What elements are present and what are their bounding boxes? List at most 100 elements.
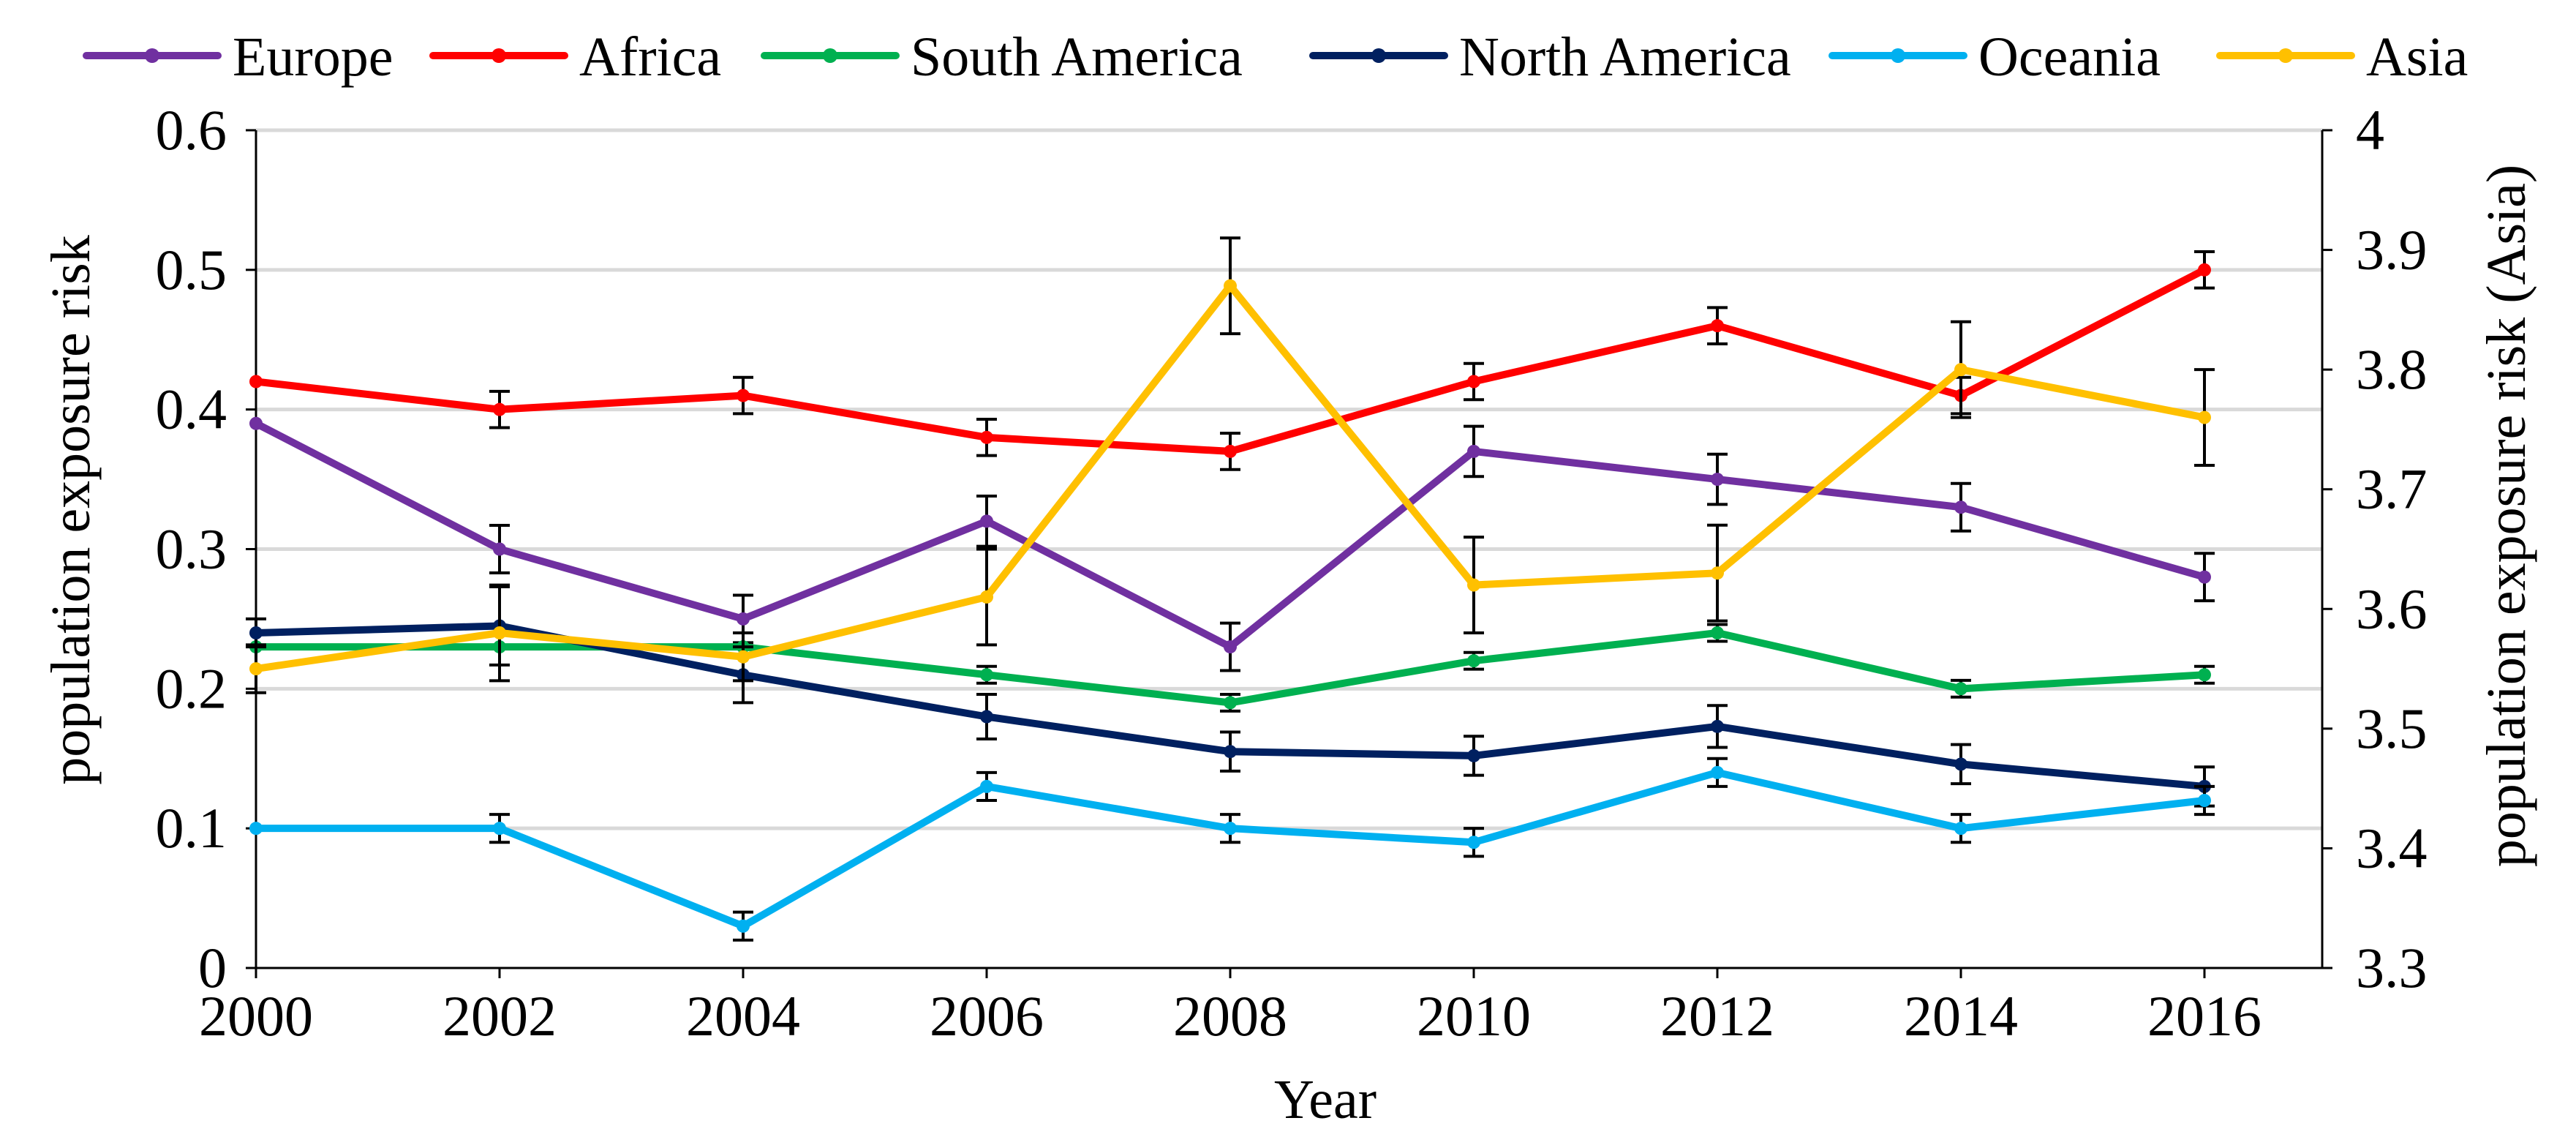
data-point — [1224, 444, 1237, 458]
data-point — [249, 375, 263, 389]
series — [246, 236, 2215, 942]
data-point — [1711, 473, 1724, 487]
legend-label: Africa — [579, 26, 721, 88]
y-tick-label-right: 3.6 — [2356, 577, 2428, 640]
data-point — [1467, 654, 1480, 668]
y-tick-label-left: 0.5 — [156, 238, 227, 301]
legend-marker — [492, 48, 506, 63]
y-tick-label-left: 0.6 — [156, 98, 227, 162]
data-point — [1224, 640, 1237, 654]
left-axis: 0 0.1 0.2 0.3 0.4 0.5 0.6 — [156, 98, 256, 999]
series-south-america — [249, 623, 2215, 713]
x-tick-label-2000: 2000 — [199, 984, 313, 1048]
x-axis-title: Year — [1274, 1069, 1376, 1130]
data-point — [493, 542, 506, 556]
y-axis-title-left: population exposure risk — [40, 235, 102, 784]
data-point — [1467, 748, 1480, 762]
y-tick-label-right: 3.3 — [2356, 936, 2428, 999]
data-point — [1467, 578, 1480, 592]
data-point — [1954, 682, 1967, 696]
data-point — [2198, 668, 2211, 682]
x-tick-label-2012: 2012 — [1660, 984, 1774, 1048]
series-oceania — [249, 757, 2215, 942]
data-point — [980, 590, 993, 604]
legend-label: North America — [1459, 26, 1791, 88]
data-point — [1224, 279, 1237, 293]
legend-label: South America — [911, 26, 1243, 88]
legend-marker — [1891, 48, 1905, 63]
data-point — [493, 822, 506, 836]
data-point — [1954, 500, 1967, 514]
data-point — [1224, 696, 1237, 710]
x-tick-label-2006: 2006 — [930, 984, 1044, 1048]
series-line-oceania — [252, 768, 2208, 930]
x-tick-label-2010: 2010 — [1417, 984, 1531, 1048]
data-point — [1954, 757, 1967, 771]
y-tick-label-right: 3.5 — [2356, 697, 2428, 760]
axis-titles: Year population exposure risk population… — [40, 165, 2537, 1130]
data-point — [980, 514, 993, 528]
series-line-asia — [252, 282, 2208, 673]
data-point — [1711, 719, 1724, 733]
y-tick-label-right: 4 — [2356, 98, 2384, 162]
right-axis: 3.3 3.4 3.5 3.6 3.7 3.8 3.9 4 — [2322, 98, 2428, 999]
data-point — [1711, 626, 1724, 639]
legend-label: Asia — [2366, 26, 2468, 88]
y-tick-label-left: 0.3 — [156, 517, 227, 581]
legend-item-asia: Asia — [2216, 26, 2468, 88]
legend: Europe Africa South America North America Oc… — [83, 26, 2468, 88]
data-point — [2198, 570, 2211, 584]
data-point — [249, 626, 263, 639]
data-point — [1711, 765, 1724, 779]
y-tick-label-right: 3.4 — [2356, 816, 2428, 879]
legend-marker — [823, 48, 837, 63]
data-point — [1467, 444, 1480, 458]
legend-item-europe: Europe — [83, 26, 393, 88]
legend-item-south-america: South America — [761, 26, 1243, 88]
legend-label: Europe — [233, 26, 393, 88]
data-point — [980, 779, 993, 793]
x-tick-label-2004: 2004 — [686, 984, 800, 1048]
data-point — [980, 430, 993, 444]
data-point — [1224, 822, 1237, 836]
data-point — [1711, 566, 1724, 580]
data-point — [1467, 836, 1480, 849]
data-point — [737, 389, 750, 402]
x-tick-label-2014: 2014 — [1904, 984, 2018, 1048]
data-point — [2198, 794, 2211, 807]
y-tick-label-left: 0.2 — [156, 656, 227, 720]
data-point — [1224, 745, 1237, 759]
legend-marker — [145, 48, 159, 63]
data-point — [1954, 822, 1967, 836]
x-tick-label-2008: 2008 — [1173, 984, 1287, 1048]
gridlines — [256, 128, 2322, 830]
data-point — [493, 626, 506, 639]
data-point — [737, 919, 750, 933]
data-point — [249, 416, 263, 430]
legend-label: Oceania — [1978, 26, 2161, 88]
data-point — [1467, 375, 1480, 389]
y-axis-title-right: population exposure risk (Asia) — [2476, 165, 2537, 867]
series-asia — [246, 236, 2215, 694]
data-point — [2198, 410, 2211, 424]
series-europe — [249, 416, 2215, 672]
legend-item-oceania: Oceania — [1829, 26, 2161, 88]
legend-marker — [1371, 48, 1386, 63]
x-tick-label-2016: 2016 — [2147, 984, 2261, 1048]
data-point — [980, 710, 993, 724]
data-point — [1711, 319, 1724, 333]
y-tick-label-left: 0.4 — [156, 378, 227, 441]
legend-marker — [2278, 48, 2293, 63]
y-tick-label-right: 3.8 — [2356, 337, 2428, 401]
legend-item-africa: Africa — [429, 26, 721, 88]
y-tick-label-left: 0.1 — [156, 796, 227, 860]
data-point — [249, 662, 263, 676]
data-point — [737, 612, 750, 626]
y-tick-label-right: 3.7 — [2356, 457, 2428, 521]
data-point — [1954, 363, 1967, 377]
data-point — [2198, 263, 2211, 277]
y-tick-label-left: 0 — [198, 936, 227, 999]
x-tick-label-2002: 2002 — [442, 984, 557, 1048]
